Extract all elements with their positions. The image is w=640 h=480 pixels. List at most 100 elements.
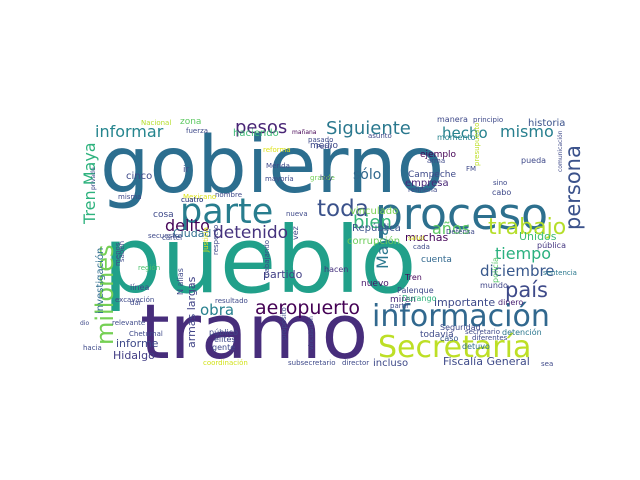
word-84: mañana <box>292 129 317 136</box>
word-56: detuvo <box>462 342 490 351</box>
word-12: persona <box>561 145 585 230</box>
word-40: Ciudad <box>173 227 211 240</box>
word-27: Fiscalía General <box>443 355 530 368</box>
word-19: delito <box>165 216 210 235</box>
word-17: pesos <box>235 117 287 138</box>
word-8: trabajo <box>488 215 566 240</box>
word-53: miren <box>390 295 416 305</box>
word-127: ir <box>183 165 190 175</box>
word-60: dinero <box>498 298 523 307</box>
word-0: gobierno <box>100 121 444 211</box>
word-58: Palenque <box>397 286 434 295</box>
word-108: principio <box>473 116 503 124</box>
word-92: nombre <box>215 191 242 199</box>
word-6: Secretaría <box>378 330 531 365</box>
word-109: pueda <box>521 156 546 165</box>
word-99: Justicia <box>202 227 210 253</box>
word-79: Chetumal <box>129 330 163 338</box>
word-120: propósito <box>280 307 288 340</box>
word-65: Seguridad <box>440 323 481 332</box>
word-54: nuevo <box>361 279 389 289</box>
word-111: arma <box>427 157 445 165</box>
word-119: vinculación <box>308 316 315 350</box>
word-63: policía <box>491 257 500 283</box>
word-86: pasado <box>308 136 333 144</box>
word-48: vinculado <box>350 206 398 217</box>
word-103: diferentes <box>472 334 508 342</box>
word-118: menos <box>114 242 122 266</box>
word-123: comunicación <box>557 130 564 172</box>
word-38: incluso <box>373 358 408 369</box>
word-93: nueva <box>286 210 308 218</box>
word-80: hacia <box>83 344 102 352</box>
word-57: caso <box>440 334 458 343</box>
word-25: años <box>432 219 470 238</box>
word-4: parte <box>180 192 273 232</box>
word-24: diciembre <box>480 262 555 280</box>
word-125: hoy <box>320 174 333 182</box>
word-102: cada <box>413 243 430 251</box>
word-49: historia <box>528 118 565 129</box>
word-34: República <box>352 222 401 234</box>
word-77: dar <box>130 299 142 307</box>
word-18: detenido <box>213 223 288 243</box>
word-128: dio <box>80 320 89 327</box>
word-68: subsecretario <box>288 359 336 367</box>
word-30: informe <box>116 337 159 350</box>
word-47: Campeche <box>408 170 456 180</box>
word-37: importante <box>434 296 495 309</box>
word-16: Tren Maya <box>80 142 99 225</box>
word-114: Defensa <box>446 228 475 236</box>
word-73: relevante <box>112 319 145 327</box>
word-95: Mexicano <box>183 193 216 201</box>
word-75: región <box>138 264 160 272</box>
word-67: director <box>342 359 369 367</box>
word-117: cuatro <box>181 196 203 204</box>
word-122: presupuesto <box>473 123 481 166</box>
word-39: cinco <box>126 171 152 182</box>
word-11: país <box>505 278 548 302</box>
word-9: toda <box>317 196 369 222</box>
word-22: bien <box>353 212 392 233</box>
word-29: Hidalgo <box>113 349 155 362</box>
word-89: Mérida <box>266 162 290 170</box>
word-74: excavación <box>115 296 154 304</box>
word-115: saben <box>118 241 126 262</box>
word-113: FM <box>466 165 476 173</box>
word-87: reforma <box>263 146 291 154</box>
word-51: cuenta <box>421 255 452 265</box>
word-1: pueblo <box>103 207 417 314</box>
word-41: investigación <box>94 248 106 314</box>
word-66: todavía <box>420 330 454 340</box>
word-62: pública <box>537 241 566 250</box>
word-42: haciendo <box>233 128 279 139</box>
word-90: mayoría <box>265 175 294 183</box>
word-69: coordinación <box>203 359 248 367</box>
word-44: ejemplo <box>420 150 457 160</box>
word-106: refinería <box>408 186 437 194</box>
word-2: tramo <box>140 287 368 376</box>
word-52: hacen <box>324 265 348 274</box>
word-81: fuerza <box>186 127 208 135</box>
word-88: Perú <box>316 143 332 151</box>
word-130: sea <box>541 360 553 368</box>
word-55: Tren <box>404 273 422 282</box>
word-23: tiempo <box>495 244 551 263</box>
word-110: cabo <box>492 188 511 197</box>
word-45: empresa <box>405 178 449 189</box>
word-105: secretario <box>465 328 500 336</box>
word-36: Unidos <box>519 230 557 243</box>
word-94: misma <box>118 193 142 201</box>
word-32: armas largas <box>185 276 198 348</box>
word-31: partido <box>263 268 303 281</box>
word-59: Durango <box>402 294 437 303</box>
word-3: proceso <box>375 189 548 240</box>
word-107: manera <box>437 115 468 124</box>
word-71: público <box>209 328 238 337</box>
word-100: respecto <box>212 225 220 255</box>
word-76: resultado <box>215 297 248 305</box>
word-61: mundo <box>480 281 508 290</box>
word-83: Nacional <box>141 119 171 127</box>
word-82: zona <box>180 117 201 127</box>
